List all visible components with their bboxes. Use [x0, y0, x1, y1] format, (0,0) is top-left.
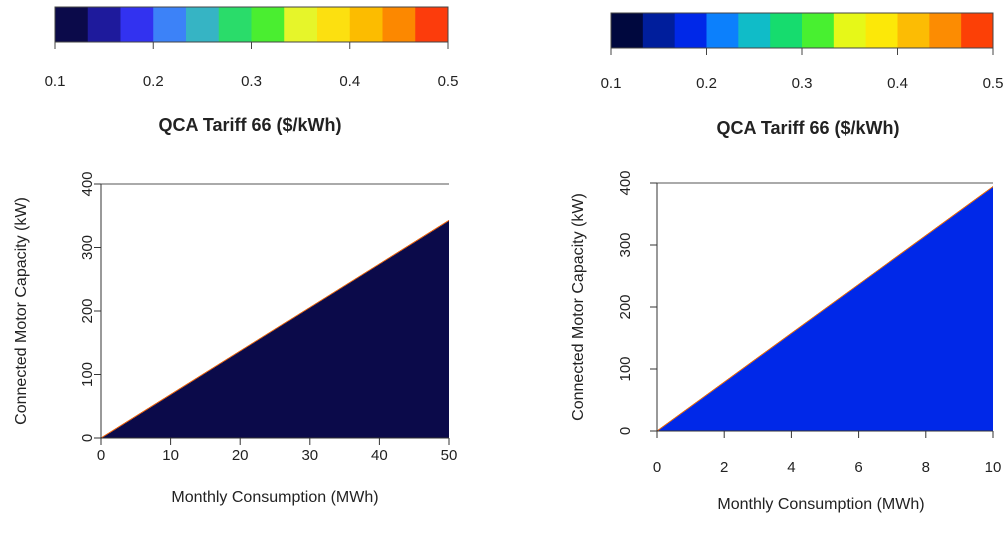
- x-tick-label-left: 30: [301, 447, 318, 464]
- heatmap-bands-right: [657, 186, 993, 431]
- colorbar-right-tick-label: 0.3: [792, 75, 813, 92]
- y-tick-label-right: 200: [617, 294, 634, 319]
- colorbar-left-tick-label: 0.4: [339, 73, 360, 90]
- colorbar-left-swatch: [186, 7, 220, 42]
- colorbar-right-swatch: [706, 13, 739, 48]
- x-tick-label-left: 10: [162, 447, 179, 464]
- colorbar-left-swatch: [349, 7, 383, 42]
- colorbar-right-tick-label: 0.5: [983, 75, 1004, 92]
- colorbar-left-swatch: [317, 7, 351, 42]
- y-tick-label-left: 0: [79, 434, 96, 442]
- colorbar-right-swatch: [961, 13, 994, 48]
- y-tick-label-left: 300: [79, 235, 96, 260]
- x-tick-label-left: 20: [232, 447, 249, 464]
- x-tick-label-left: 50: [441, 447, 458, 464]
- colorbar-right-swatch: [674, 13, 707, 48]
- y-tick-label-left: 400: [79, 171, 96, 196]
- colorbar-left-swatch: [218, 7, 252, 42]
- y-tick-label-right: 300: [617, 232, 634, 257]
- x-tick-label-right: 8: [922, 459, 930, 476]
- colorbar-right-tick-label: 0.2: [696, 75, 717, 92]
- colorbar-left-swatch: [87, 7, 121, 42]
- axes-left: 0 10 20 30 40 50 0 100 200 300 400: [79, 171, 457, 464]
- x-axis-label-left: Monthly Consumption (MWh): [171, 489, 378, 506]
- heatmap-band-right: [657, 186, 993, 431]
- x-tick-label-right: 2: [720, 459, 728, 476]
- colorbar-left-swatch: [415, 7, 449, 42]
- colorbar-right-swatch: [865, 13, 898, 48]
- colorbar-left-swatch: [120, 7, 154, 42]
- colorbar-right-tick-label: 0.4: [887, 75, 908, 92]
- colorbar-left-ticks: 0.1 0.2 0.3 0.4 0.5: [45, 42, 459, 90]
- colorbar-right-swatch: [929, 13, 962, 48]
- colorbar-right-swatch: [897, 13, 930, 48]
- x-axis-label-right: Monthly Consumption (MWh): [717, 496, 924, 513]
- x-tick-label-right: 4: [787, 459, 795, 476]
- colorbar-right-swatch: [738, 13, 771, 48]
- colorbar-left-swatch: [382, 7, 416, 42]
- colorbar-right-ticks: 0.1 0.2 0.3 0.4 0.5: [601, 48, 1004, 92]
- colorbar-left-tick-label: 0.3: [241, 73, 262, 90]
- colorbar-left-title: QCA Tariff 66 ($/kWh): [158, 115, 341, 135]
- colorbar-left-tick-label: 0.1: [45, 73, 66, 90]
- x-tick-label-right: 0: [653, 459, 661, 476]
- y-axis-label-right: Connected Motor Capacity (kW): [570, 193, 587, 421]
- y-tick-label-right: 100: [617, 356, 634, 381]
- colorbar-left-tick-label: 0.5: [438, 73, 459, 90]
- y-tick-label-right: 0: [617, 427, 634, 435]
- y-axis-label-left: Connected Motor Capacity (kW): [13, 197, 30, 425]
- x-tick-label-right: 6: [854, 459, 862, 476]
- colorbar-right: [610, 12, 994, 49]
- colorbar-right-tick-label: 0.1: [601, 75, 622, 92]
- colorbar-left: [54, 6, 449, 43]
- heatmap-band-left: [101, 220, 449, 438]
- colorbar-right-swatch: [611, 13, 644, 48]
- y-tick-label-left: 100: [79, 362, 96, 387]
- colorbar-right-swatch: [802, 13, 835, 48]
- x-tick-label-right: 10: [985, 459, 1002, 476]
- colorbar-right-swatch: [642, 13, 676, 48]
- colorbar-left-tick-label: 0.2: [143, 73, 164, 90]
- plot-left: 0 10 20 30 40 50 0 100 200 300 400: [79, 171, 457, 464]
- colorbar-left-swatch: [153, 7, 187, 42]
- heatmap-band-right: [657, 186, 993, 431]
- x-tick-label-left: 0: [97, 447, 105, 464]
- x-tick-label-left: 40: [371, 447, 388, 464]
- colorbar-right-title: QCA Tariff 66 ($/kWh): [716, 118, 899, 138]
- y-tick-label-left: 200: [79, 298, 96, 323]
- colorbar-left-swatch: [284, 7, 318, 42]
- y-tick-label-right: 400: [617, 170, 634, 195]
- colorbar-left-swatch: [251, 7, 285, 42]
- heatmap-bands-left: [101, 220, 449, 438]
- colorbar-right-swatch: [770, 13, 803, 48]
- colorbar-left-swatch: [55, 7, 89, 42]
- colorbar-right-swatch: [833, 13, 867, 48]
